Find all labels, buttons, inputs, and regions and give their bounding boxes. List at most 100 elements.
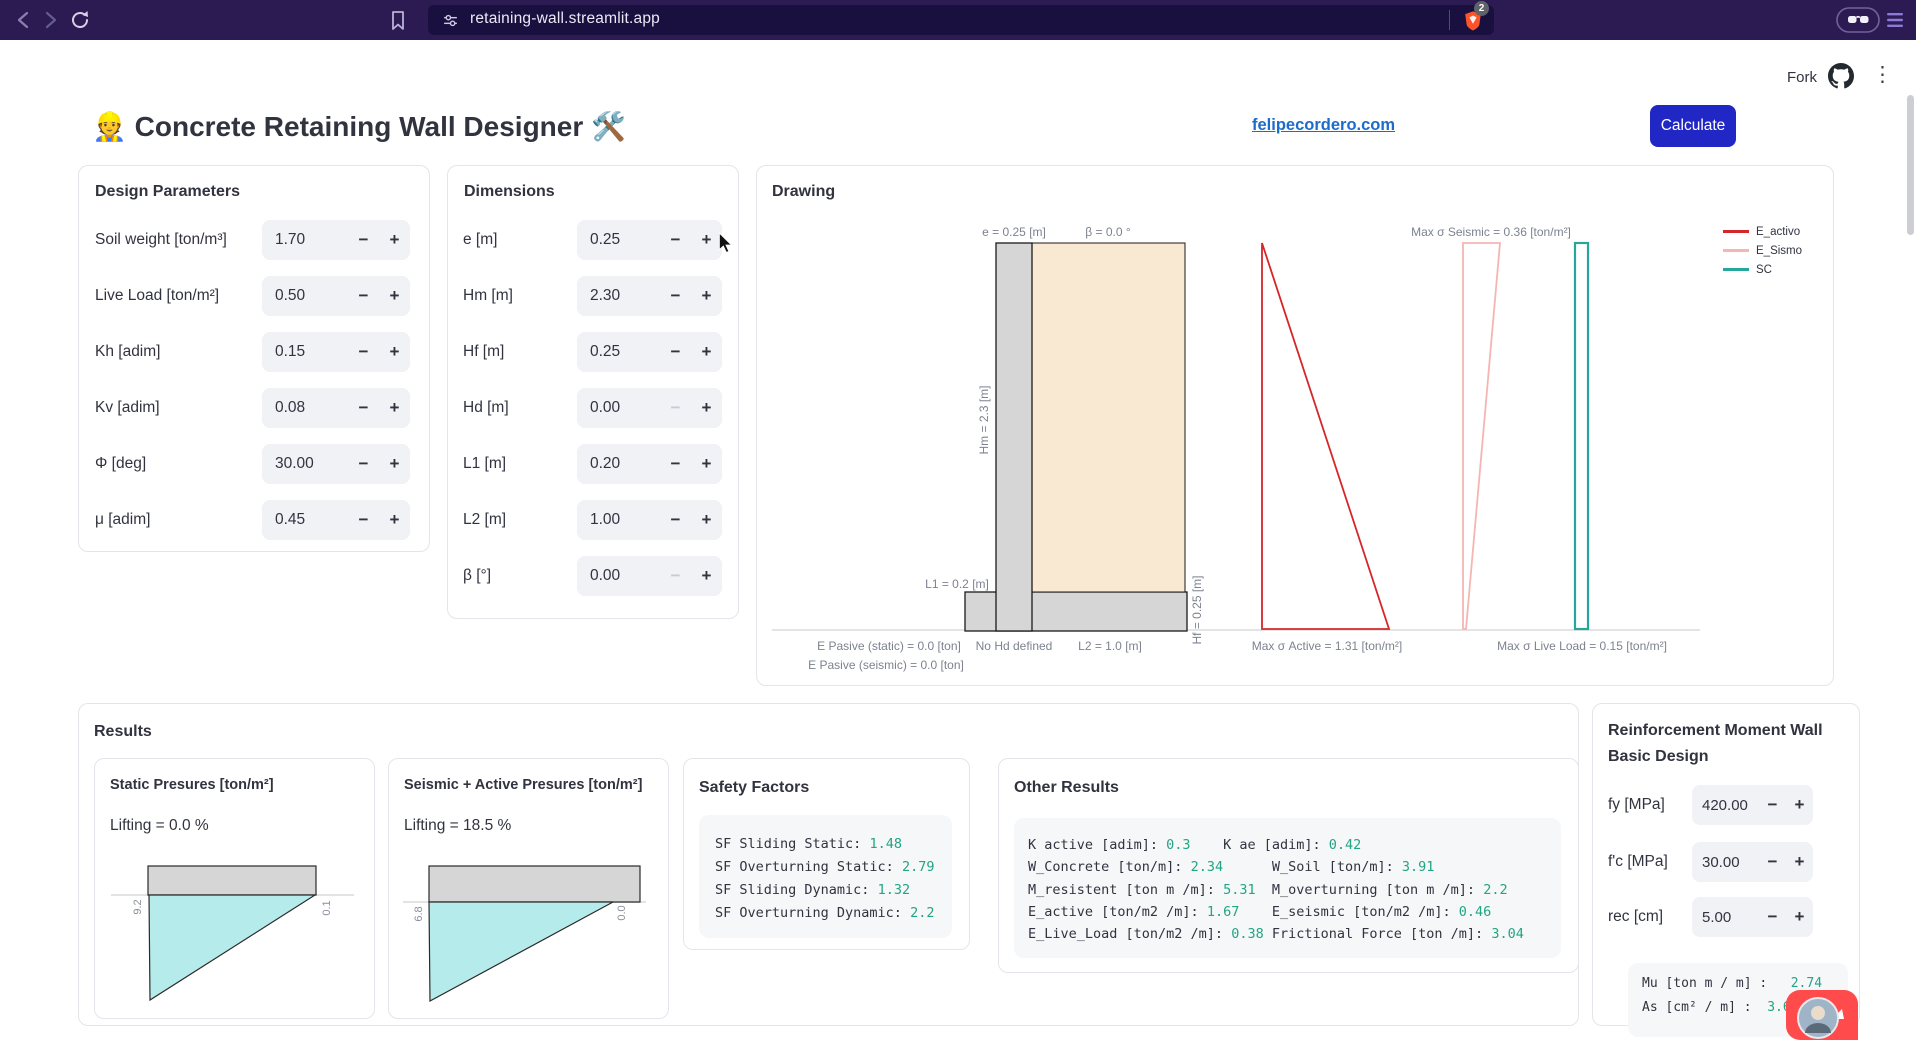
forward-icon[interactable] bbox=[38, 8, 62, 32]
increment-button[interactable]: + bbox=[701, 286, 712, 305]
input-value: 0.00 bbox=[590, 399, 621, 416]
increment-button[interactable]: + bbox=[701, 230, 712, 249]
bookmark-icon[interactable] bbox=[386, 8, 410, 32]
site-settings-icon[interactable] bbox=[442, 12, 459, 29]
increment-button[interactable]: + bbox=[389, 342, 400, 361]
increment-button[interactable]: + bbox=[701, 342, 712, 361]
decrement-button[interactable]: − bbox=[670, 398, 681, 417]
decrement-button[interactable]: − bbox=[1767, 852, 1778, 871]
decrement-button[interactable]: − bbox=[670, 342, 681, 361]
increment-button[interactable]: + bbox=[389, 454, 400, 473]
mu-input[interactable]: 0.45 − + bbox=[262, 500, 410, 540]
increment-button[interactable]: + bbox=[389, 510, 400, 529]
hf-input[interactable]: 0.25 − + bbox=[577, 332, 722, 372]
seismic-right-tick: 0.0 bbox=[616, 905, 628, 921]
vpn-icon[interactable] bbox=[1836, 7, 1880, 33]
dim-label: L2 [m] bbox=[463, 511, 507, 528]
input-value: 5.00 bbox=[1702, 908, 1732, 926]
reinf-label: fy [MPa] bbox=[1608, 796, 1665, 813]
decrement-button[interactable]: − bbox=[670, 510, 681, 529]
legend-item: E_Sismo bbox=[1723, 241, 1802, 260]
mouse-cursor bbox=[718, 231, 733, 254]
dimensions-title: Dimensions bbox=[464, 183, 555, 200]
beta-input[interactable]: 0.00 − + bbox=[577, 556, 722, 596]
reload-icon[interactable] bbox=[68, 8, 92, 32]
dim-row: L2 [m] 1.00 − + bbox=[463, 500, 722, 540]
increment-button[interactable]: + bbox=[701, 566, 712, 585]
fork-button[interactable]: Fork bbox=[1787, 69, 1817, 86]
phi-input[interactable]: 30.00 − + bbox=[262, 444, 410, 484]
page-title: 👷 Concrete Retaining Wall Designer 🛠️ bbox=[92, 111, 626, 142]
decrement-button[interactable]: − bbox=[1767, 795, 1778, 814]
safety-factors-code-block: SF Sliding Static: 1.48 SF Overturning St… bbox=[699, 815, 952, 938]
increment-button[interactable]: + bbox=[1794, 795, 1805, 814]
static-right-tick: 0.1 bbox=[321, 900, 333, 916]
kh-input[interactable]: 0.15 − + bbox=[262, 332, 410, 372]
avatar[interactable] bbox=[1797, 997, 1839, 1039]
decrement-button[interactable]: − bbox=[670, 286, 681, 305]
decrement-button[interactable]: − bbox=[358, 342, 369, 361]
fc-input[interactable]: 30.00 − + bbox=[1692, 842, 1813, 882]
static-lifting-text: Lifting = 0.0 % bbox=[110, 817, 209, 834]
e-pasive-seismic-label: E Pasive (seismic) = 0.0 [ton] bbox=[808, 658, 964, 672]
param-row: Kh [adim] 0.15 − + bbox=[95, 332, 410, 372]
increment-button[interactable]: + bbox=[389, 286, 400, 305]
reinf-row: f'c [MPa] 30.00 − + bbox=[1608, 842, 1813, 882]
rec-input[interactable]: 5.00 − + bbox=[1692, 897, 1813, 937]
decrement-button[interactable]: − bbox=[358, 398, 369, 417]
dim-label: Hm [m] bbox=[463, 287, 513, 304]
menu-icon[interactable] bbox=[1886, 11, 1904, 29]
param-label: Kh [adim] bbox=[95, 343, 161, 360]
decrement-button[interactable]: − bbox=[358, 510, 369, 529]
param-label: Φ [deg] bbox=[95, 455, 147, 472]
scrollbar[interactable] bbox=[1907, 95, 1914, 235]
reinforcement-title-line1: Reinforcement Moment Wall bbox=[1608, 722, 1823, 739]
input-value: 2.30 bbox=[590, 287, 621, 304]
increment-button[interactable]: + bbox=[1794, 852, 1805, 871]
e-input[interactable]: 0.25 − + bbox=[577, 220, 722, 260]
increment-button[interactable]: + bbox=[701, 510, 712, 529]
param-row: Φ [deg] 30.00 − + bbox=[95, 444, 410, 484]
hm-dim-label: Hm = 2.3 [m] bbox=[977, 385, 991, 455]
overflow-menu-icon[interactable]: ⋮ bbox=[1872, 63, 1893, 86]
fy-input[interactable]: 420.00 − + bbox=[1692, 785, 1813, 825]
hm-input[interactable]: 2.30 − + bbox=[577, 276, 722, 316]
e-dim-label: e = 0.25 [m] bbox=[982, 225, 1046, 239]
dim-row: Hd [m] 0.00 − + bbox=[463, 388, 722, 428]
l2-input[interactable]: 1.00 − + bbox=[577, 500, 722, 540]
results-title: Results bbox=[94, 723, 152, 740]
drawing-title: Drawing bbox=[772, 183, 836, 200]
legend-item: SC bbox=[1723, 260, 1802, 279]
address-bar[interactable]: retaining-wall.streamlit.app 2 bbox=[428, 1, 1494, 35]
decrement-button[interactable]: − bbox=[670, 566, 681, 585]
drawing-legend: E_activo E_Sismo SC bbox=[1723, 222, 1802, 279]
dim-label: β [°] bbox=[463, 567, 492, 584]
decrement-button[interactable]: − bbox=[670, 454, 681, 473]
decrement-button[interactable]: − bbox=[358, 230, 369, 249]
decrement-button[interactable]: − bbox=[358, 286, 369, 305]
decrement-button[interactable]: − bbox=[358, 454, 369, 473]
decrement-button[interactable]: − bbox=[1767, 907, 1778, 926]
static-pressures-title: Static Presures [ton/m²] bbox=[110, 777, 274, 793]
kv-input[interactable]: 0.08 − + bbox=[262, 388, 410, 428]
author-link[interactable]: felipecordero.com bbox=[1252, 116, 1396, 134]
other-results-code-block: K active [adim]: 0.3 K ae [adim]: 0.42 W_… bbox=[1014, 818, 1561, 958]
decrement-button[interactable]: − bbox=[670, 230, 681, 249]
github-icon[interactable] bbox=[1828, 63, 1854, 89]
input-value: 1.70 bbox=[275, 231, 306, 248]
increment-button[interactable]: + bbox=[1794, 907, 1805, 926]
increment-button[interactable]: + bbox=[389, 230, 400, 249]
increment-button[interactable]: + bbox=[701, 454, 712, 473]
brave-shield-icon[interactable] bbox=[1462, 9, 1484, 33]
l1-input[interactable]: 0.20 − + bbox=[577, 444, 722, 484]
soil-weight-input[interactable]: 1.70 − + bbox=[262, 220, 410, 260]
design-parameters-title: Design Parameters bbox=[95, 183, 240, 200]
dim-row: Hm [m] 2.30 − + bbox=[463, 276, 722, 316]
live-load-input[interactable]: 0.50 − + bbox=[262, 276, 410, 316]
calculate-button[interactable]: Calculate bbox=[1650, 105, 1736, 147]
increment-button[interactable]: + bbox=[389, 398, 400, 417]
increment-button[interactable]: + bbox=[701, 398, 712, 417]
back-icon[interactable] bbox=[12, 8, 36, 32]
hd-input[interactable]: 0.00 − + bbox=[577, 388, 722, 428]
param-label: Kv [adim] bbox=[95, 399, 160, 416]
